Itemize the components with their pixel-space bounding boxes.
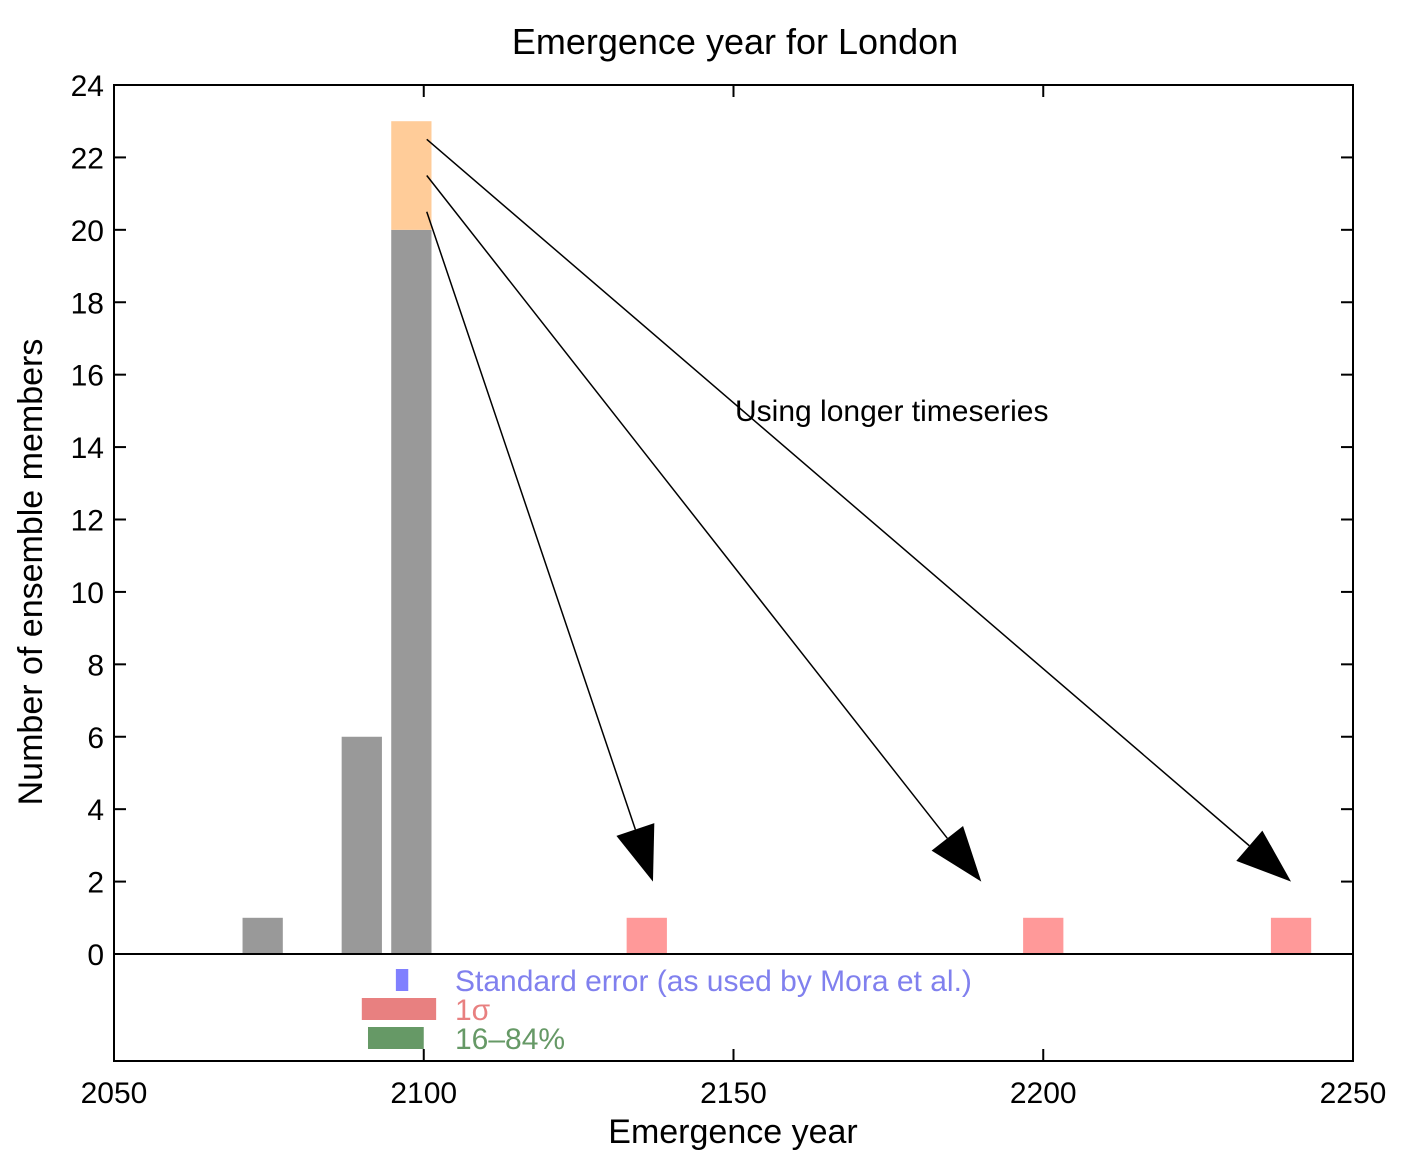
y-tick-label-24: 24	[71, 70, 104, 103]
y-tick-label-6: 6	[87, 722, 104, 755]
y-tick-label-10: 10	[71, 577, 104, 610]
y-tick-label-12: 12	[71, 505, 104, 538]
bar-s0-2	[391, 229, 432, 955]
y-tick-label-16: 16	[71, 360, 104, 393]
y-tick-label-4: 4	[87, 794, 104, 827]
bar-s1-0	[391, 121, 432, 230]
x-tick-label-2200: 2200	[1010, 1077, 1077, 1110]
legend-bar-0	[395, 969, 409, 991]
bar-s2-1	[1023, 917, 1064, 954]
legend-label-1: 1σ	[455, 994, 491, 1027]
x-tick-label-2100: 2100	[390, 1077, 457, 1110]
arrow-2-shaft	[426, 138, 1250, 847]
bar-s0-0	[242, 917, 283, 954]
plot-area	[114, 121, 1353, 955]
arrow-1-head	[931, 825, 982, 882]
y-tick-label-14: 14	[71, 432, 104, 465]
legend-bar-1	[361, 998, 437, 1020]
x-axis-label: Emergence year	[608, 1113, 857, 1151]
y-tick-label-8: 8	[87, 649, 104, 682]
plot-frame	[113, 84, 1354, 1062]
y-tick-label-20: 20	[71, 215, 104, 248]
x-tick-label-2250: 2250	[1320, 1077, 1387, 1110]
chart-title: Emergence year for London	[512, 21, 958, 62]
annotation-text: Using longer timeseries	[735, 395, 1048, 428]
arrow-0-shaft	[426, 211, 637, 830]
y-tick-label-0: 0	[87, 939, 104, 972]
y-tick-label-22: 22	[71, 142, 104, 175]
x-tick-label-2150: 2150	[700, 1077, 767, 1110]
y-tick-label-2: 2	[87, 867, 104, 900]
arrow-0-head	[616, 823, 655, 882]
legend-label-0: Standard error (as used by Mora et al.)	[455, 965, 972, 998]
bar-s2-0	[626, 917, 667, 954]
bar-s2-2	[1270, 917, 1312, 954]
legend-label-2: 16–84%	[455, 1023, 565, 1056]
x-tick-label-2050: 2050	[81, 1077, 148, 1110]
arrow-2-head	[1236, 830, 1292, 882]
arrow-1-shaft	[426, 175, 948, 839]
bar-s0-1	[341, 736, 382, 954]
legend-bar-2	[367, 1027, 424, 1049]
y-tick-label-18: 18	[71, 287, 104, 320]
uncertainty-legend: Standard error (as used by Mora et al.)1…	[361, 965, 972, 1056]
y-axis-label: Number of ensemble members	[12, 339, 50, 806]
